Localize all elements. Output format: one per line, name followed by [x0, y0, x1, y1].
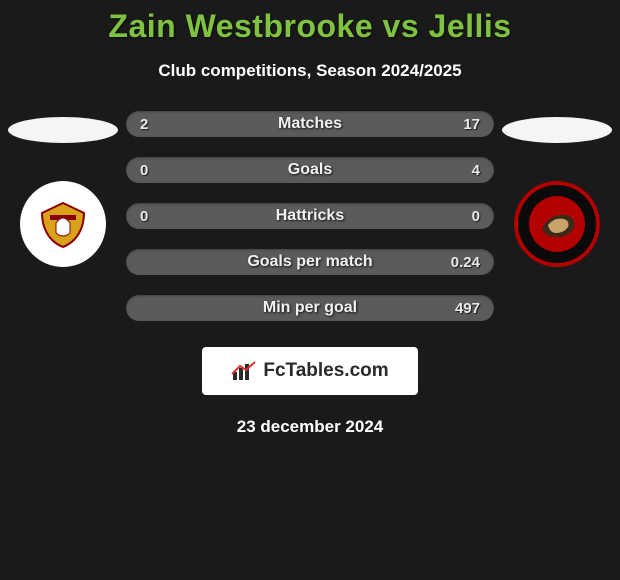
comparison-card: Zain Westbrooke vs Jellis Club competiti…: [0, 0, 620, 437]
subtitle: Club competitions, Season 2024/2025: [0, 61, 620, 81]
right-flag-placeholder: [502, 117, 612, 143]
main-row: 2 Matches 17 0 Goals 4 0 Hattricks 0 Goa…: [0, 111, 620, 321]
stat-right-value: 0: [452, 208, 480, 225]
stat-right-value: 4: [452, 162, 480, 179]
bar-chart-icon: [231, 360, 257, 382]
date-label: 23 december 2024: [0, 417, 620, 437]
right-column: [502, 111, 612, 267]
stat-label: Hattricks: [126, 207, 494, 225]
stat-right-value: 17: [452, 116, 480, 133]
page-title: Zain Westbrooke vs Jellis: [0, 8, 620, 45]
stat-label: Matches: [126, 115, 494, 133]
right-team-crest: [514, 181, 600, 267]
stat-bars: 2 Matches 17 0 Goals 4 0 Hattricks 0 Goa…: [118, 111, 502, 321]
stat-label: Min per goal: [126, 299, 494, 317]
left-team-crest: [20, 181, 106, 267]
walsall-crest-icon: [526, 193, 588, 255]
left-column: [8, 111, 118, 267]
stat-row-hattricks: 0 Hattricks 0: [126, 203, 494, 229]
stat-right-value: 0.24: [451, 254, 480, 271]
source-badge: FcTables.com: [202, 347, 418, 395]
stat-label: Goals per match: [126, 253, 494, 271]
stat-label: Goals: [126, 161, 494, 179]
source-label: FcTables.com: [263, 360, 388, 382]
left-flag-placeholder: [8, 117, 118, 143]
doncaster-crest-icon: [28, 189, 98, 259]
stat-row-matches: 2 Matches 17: [126, 111, 494, 137]
stat-right-value: 497: [452, 300, 480, 317]
stat-row-goals-per-match: Goals per match 0.24: [126, 249, 494, 275]
stat-row-min-per-goal: Min per goal 497: [126, 295, 494, 321]
stat-row-goals: 0 Goals 4: [126, 157, 494, 183]
